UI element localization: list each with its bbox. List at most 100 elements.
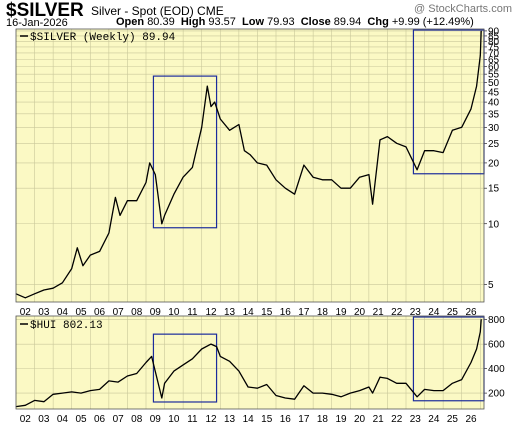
hui-xtick-label: 10 (168, 414, 180, 425)
hui-ytick-label: 600 (488, 340, 505, 351)
silver-ytick-label: 20 (488, 158, 500, 169)
silver-data-point (114, 197, 116, 198)
silver-legend-label: $SILVER (Weekly) 89.94 (30, 32, 176, 44)
hui-data-point (452, 382, 453, 384)
silver-data-point (24, 297, 26, 299)
hui-xtick-label: 04 (57, 414, 69, 425)
hui-xtick-label: 24 (428, 414, 440, 425)
hui-data-point (461, 379, 463, 381)
hui-ytick-label: 400 (488, 364, 505, 375)
hui-data-point (43, 401, 45, 403)
description-text: Silver - Spot (EOD) (91, 4, 194, 18)
hui-data-point (52, 393, 54, 395)
low-value: 79.93 (267, 16, 295, 28)
silver-ytick-label: 10 (488, 219, 500, 230)
hui-data-point (136, 373, 138, 374)
hui-data-point (127, 375, 128, 377)
silver-data-point (349, 187, 351, 189)
silver-data-point (71, 268, 73, 269)
silver-data-point (424, 150, 425, 152)
silver-data-point (136, 200, 138, 202)
silver-data-point (210, 106, 212, 107)
silver-data-point (452, 129, 453, 131)
hui-xtick-label: 08 (131, 414, 143, 425)
hui-data-point (145, 362, 147, 363)
silver-data-point (396, 142, 398, 144)
silver-xtick-label: 03 (38, 307, 50, 318)
silver-data-point (433, 150, 435, 152)
silver-xtick-label: 12 (205, 307, 217, 318)
silver-xtick-label: 08 (131, 307, 143, 318)
silver-data-point (161, 223, 163, 225)
hui-data-point (173, 370, 175, 372)
silver-ytick-label: 45 (488, 87, 500, 98)
silver-xtick-label: 18 (317, 307, 329, 318)
hui-data-point (99, 389, 100, 390)
silver-xtick-label: 26 (465, 307, 477, 318)
chart-date: 16-Jan-2026 (6, 17, 68, 29)
silver-data-point (154, 174, 156, 176)
silver-xtick-label: 16 (280, 307, 292, 318)
silver-xtick-label: 10 (168, 307, 180, 318)
silver-data-point (119, 214, 121, 216)
silver-xtick-label: 15 (261, 307, 273, 318)
silver-frame (15, 28, 485, 303)
silver-xtick-label: 11 (187, 307, 198, 318)
silver-ytick-label: 50 (488, 78, 500, 89)
silver-data-point (173, 193, 175, 195)
hui-data-point (442, 390, 444, 392)
hui-legend-label: $HUI 802.13 (30, 320, 103, 332)
hui-xtick-label: 15 (261, 414, 273, 425)
silver-data-point (359, 176, 360, 178)
hui-xtick-label: 23 (410, 414, 422, 425)
silver-ytick-label: 65 (488, 55, 500, 66)
hui-data-point (322, 392, 323, 394)
hui-data-point (182, 364, 184, 366)
silver-data-point (164, 214, 165, 216)
open-label: Open (116, 16, 145, 28)
hui-data-point (62, 392, 63, 394)
silver-xtick-label: 23 (410, 307, 422, 318)
hui-data-point (349, 392, 351, 394)
silver-data-point (461, 126, 463, 128)
silver-data-point (372, 203, 373, 205)
silver-data-point (201, 126, 203, 128)
close-label: Close (300, 16, 331, 28)
hui-series-line (15, 319, 482, 408)
hui-data-point (416, 396, 418, 398)
silver-data-point (387, 136, 388, 137)
silver-highlight-box (152, 75, 218, 229)
silver-data-point (303, 164, 305, 166)
silver-data-point (480, 30, 482, 32)
silver-data-point (340, 187, 342, 189)
silver-data-point (76, 247, 78, 249)
silver-xtick-label: 19 (335, 307, 347, 318)
close-value: 89.94 (333, 16, 362, 28)
hui-data-point (480, 319, 482, 320)
hui-data-point (372, 392, 373, 394)
hui-xtick-label: 14 (243, 414, 255, 425)
stockcharts-brand[interactable]: @ StockCharts.com (414, 3, 512, 15)
chart-symbol: $SILVER (6, 0, 84, 21)
silver-data-point (149, 162, 151, 164)
hui-data-point (312, 392, 314, 394)
hui-data-point (396, 382, 398, 384)
hui-xtick-label: 06 (94, 414, 106, 425)
silver-data-point (52, 287, 54, 289)
silver-data-point (127, 200, 128, 202)
hui-data-point (80, 392, 82, 394)
silver-xtick-label: 13 (224, 307, 236, 318)
silver-data-point (470, 108, 472, 110)
hui-data-point (379, 376, 381, 378)
hui-xtick-label: 25 (447, 414, 459, 425)
silver-data-point (34, 293, 35, 295)
silver-data-point (192, 167, 193, 168)
silver-data-point (62, 282, 63, 284)
silver-data-point (182, 176, 184, 178)
silver-xtick-label: 04 (57, 307, 69, 318)
silver-ytick-label: 60 (488, 62, 500, 73)
silver-data-point (214, 101, 216, 103)
hui-xtick-label: 13 (224, 414, 236, 425)
hui-xtick-label: 26 (465, 414, 477, 425)
silver-ytick-label: 25 (488, 139, 500, 150)
